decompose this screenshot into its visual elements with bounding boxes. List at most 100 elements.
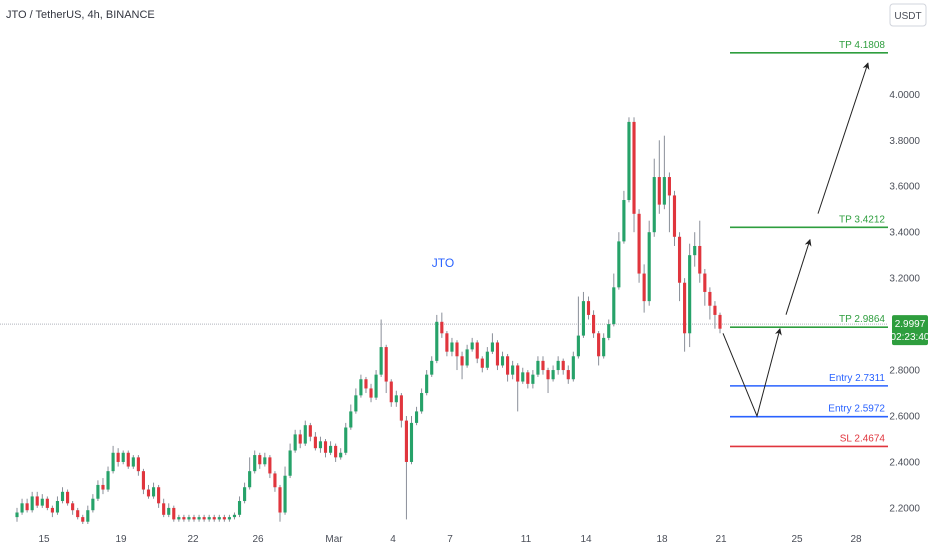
candle: [389, 379, 393, 407]
candle-body: [212, 517, 216, 520]
candle-body: [440, 321, 444, 334]
candle: [222, 514, 226, 522]
candle-body: [703, 273, 707, 292]
currency-button[interactable]: USDT: [889, 3, 927, 27]
candle: [536, 356, 540, 377]
candle: [693, 232, 697, 267]
candle-body: [531, 374, 535, 384]
candle: [647, 220, 651, 306]
price-tick-label: 2.4000: [889, 457, 920, 468]
candle: [490, 333, 494, 354]
candle: [521, 367, 525, 384]
level-label: TP 4.1808: [839, 40, 885, 51]
candle-body: [334, 445, 338, 458]
candle: [571, 351, 575, 382]
candle: [622, 190, 626, 244]
candle-body: [45, 498, 49, 508]
chart-title: JTO / TetherUS, 4h, BINANCE: [6, 9, 155, 21]
candle: [131, 455, 135, 469]
level-label: Entry 2.7311: [829, 373, 885, 384]
path-segment: [785, 238, 812, 315]
candle-body: [571, 356, 575, 380]
candle-body: [248, 471, 252, 488]
candle-body: [409, 422, 414, 462]
candle: [526, 370, 530, 389]
time-tick-label: 21: [715, 534, 727, 545]
candle-body: [318, 441, 323, 449]
candle: [450, 337, 454, 357]
candle: [329, 441, 333, 456]
candle-body: [591, 314, 596, 334]
candle-body: [511, 365, 515, 375]
candle-body: [288, 450, 292, 476]
candle: [86, 505, 90, 524]
price-tick-label: 4.0000: [889, 90, 920, 101]
candle-body: [364, 379, 368, 389]
candle-body: [192, 517, 196, 520]
candle-body: [490, 342, 494, 352]
candle: [293, 429, 297, 453]
candle-body: [25, 503, 29, 511]
candle-body: [268, 457, 272, 474]
candle-body: [121, 452, 125, 462]
candle-body: [404, 420, 408, 462]
candle-body: [162, 503, 166, 515]
candle: [642, 264, 646, 313]
candle: [202, 514, 206, 522]
candle-body: [369, 388, 373, 398]
candle-body: [556, 360, 560, 371]
candle: [662, 135, 666, 210]
candle: [167, 503, 171, 518]
candle-body: [131, 457, 135, 467]
candle: [116, 448, 120, 467]
candle: [425, 370, 429, 396]
candle: [617, 232, 621, 290]
candle: [612, 273, 616, 327]
current-price-badge-bg: [892, 315, 928, 346]
time-tick-label: 28: [850, 534, 862, 545]
candle: [354, 388, 358, 414]
price-tick-label: 3.2000: [889, 274, 920, 285]
candle-body: [672, 195, 677, 237]
candle: [273, 471, 277, 492]
candle-body: [561, 360, 565, 371]
candle-body: [116, 452, 120, 462]
time-tick-label: 25: [791, 534, 803, 545]
candle-body: [647, 232, 651, 302]
candle: [278, 484, 282, 522]
candle-body: [359, 379, 363, 396]
candle: [146, 484, 151, 499]
candle: [258, 452, 262, 469]
projected-path: [722, 62, 870, 418]
candle-body: [475, 342, 479, 359]
candle-body: [313, 436, 317, 449]
candle-body: [455, 342, 459, 357]
level-label: Entry 2.5972: [828, 404, 885, 415]
candle: [566, 365, 570, 384]
candle-body: [60, 491, 65, 502]
time-tick-label: Mar: [325, 534, 343, 545]
candle: [394, 390, 398, 407]
candle: [677, 232, 682, 302]
time-tick-label: 4: [390, 534, 396, 545]
candle-body: [202, 517, 206, 520]
candle-body: [602, 337, 606, 357]
price-tick-label: 3.8000: [889, 136, 920, 147]
candle-body: [576, 335, 580, 357]
candle: [55, 496, 60, 515]
candle-body: [323, 441, 328, 453]
candle-body: [20, 503, 24, 513]
candle: [445, 330, 449, 357]
candle-body: [349, 411, 353, 428]
candle-body: [657, 177, 661, 205]
candle-body: [627, 121, 631, 201]
candle-body: [293, 434, 297, 451]
current-price-text: 2.9997: [895, 319, 926, 330]
candle: [81, 514, 85, 524]
candle-body: [253, 455, 257, 472]
candle: [136, 455, 140, 476]
candle: [672, 190, 677, 246]
candle: [20, 498, 24, 515]
candle: [182, 514, 186, 522]
